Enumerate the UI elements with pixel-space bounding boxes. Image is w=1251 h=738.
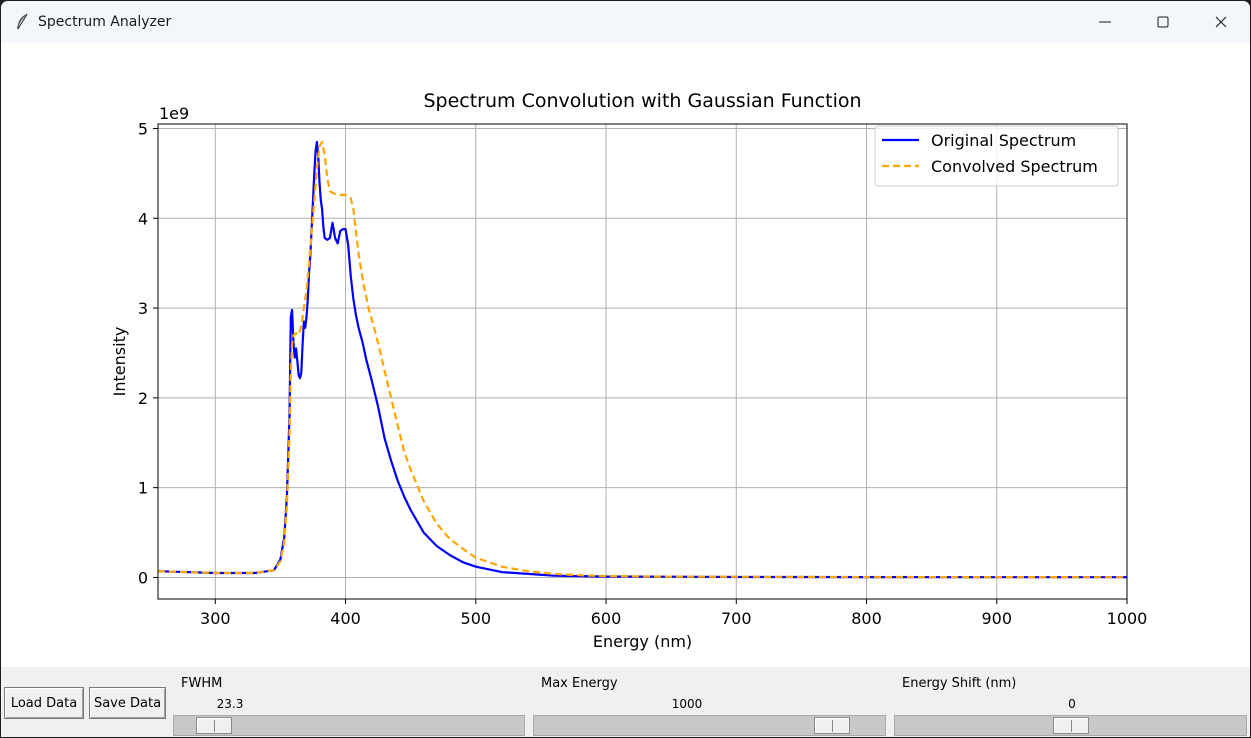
- y-tick-label: 0: [138, 568, 148, 587]
- axes-frame: [157, 123, 1128, 600]
- x-tick-label: 900: [981, 609, 1012, 628]
- plot-canvas[interactable]: 300 400 500 600 700 800 900 1000 0 1 2 3 4 5 Spectrum…: [1, 43, 1250, 667]
- minimize-button[interactable]: [1076, 1, 1134, 43]
- y-tick-label: 3: [138, 299, 148, 318]
- max-energy-slider[interactable]: [533, 715, 886, 736]
- legend-label-original: Original Spectrum: [931, 131, 1076, 150]
- maximize-icon: [1157, 16, 1169, 28]
- x-tick-label: 800: [851, 609, 882, 628]
- legend: Original Spectrum Convolved Spectrum: [874, 125, 1119, 187]
- x-tick-label: 300: [200, 609, 231, 628]
- fwhm-slider[interactable]: [173, 715, 525, 736]
- feather-icon: [17, 13, 28, 30]
- x-tick-label: 400: [330, 609, 361, 628]
- chart-title: Spectrum Convolution with Gaussian Funct…: [423, 90, 861, 112]
- max-energy-slider-thumb[interactable]: [814, 717, 851, 734]
- save-data-button[interactable]: Save Data: [89, 687, 166, 719]
- energy-shift-slider[interactable]: [894, 715, 1247, 736]
- energy-shift-slider-thumb[interactable]: [1052, 717, 1089, 734]
- y-tick-label: 2: [138, 389, 148, 408]
- y-tick-label: 5: [138, 119, 148, 138]
- max-energy-label: Max Energy: [541, 676, 618, 691]
- y-tick-label: 1: [138, 479, 148, 498]
- legend-box: [874, 125, 1119, 187]
- y-tick-label: 4: [138, 209, 148, 228]
- maximize-button[interactable]: [1134, 1, 1192, 43]
- fwhm-label: FWHM: [181, 676, 223, 691]
- y-multiplier-label: 1e9: [159, 104, 189, 123]
- y-axis-label: Intensity: [110, 327, 129, 397]
- grid: [158, 124, 1128, 599]
- energy-shift-value: 0: [1068, 697, 1076, 711]
- title-bar[interactable]: Spectrum Analyzer: [1, 1, 1250, 43]
- series-layer: [157, 140, 1128, 579]
- x-tick-label: 500: [461, 609, 492, 628]
- original-spectrum-line: [157, 140, 1127, 579]
- close-button[interactable]: [1192, 1, 1250, 43]
- ticks: 300 400 500 600 700 800 900 1000 0 1 2 3 4 5: [138, 119, 1148, 628]
- x-tick-label: 600: [591, 609, 622, 628]
- convolved-spectrum-line: [157, 140, 1128, 579]
- x-tick-label: 1000: [1107, 609, 1148, 628]
- control-panel: Load Data Save Data FWHM 23.3 Max Energy…: [1, 667, 1250, 737]
- minimize-icon: [1099, 21, 1111, 23]
- fwhm-slider-thumb[interactable]: [195, 717, 232, 734]
- legend-label-convolved: Convolved Spectrum: [931, 157, 1098, 176]
- energy-shift-label: Energy Shift (nm): [902, 676, 1017, 691]
- fwhm-value: 23.3: [216, 697, 244, 711]
- window-title: Spectrum Analyzer: [38, 14, 172, 30]
- spectrum-chart: 300 400 500 600 700 800 900 1000 0 1 2 3 4 5 Spectrum…: [110, 90, 1148, 651]
- x-axis-label: Energy (nm): [593, 632, 692, 651]
- x-tick-label: 700: [721, 609, 752, 628]
- close-icon: [1215, 16, 1227, 28]
- max-energy-value: 1000: [671, 697, 703, 711]
- load-data-button[interactable]: Load Data: [4, 687, 84, 719]
